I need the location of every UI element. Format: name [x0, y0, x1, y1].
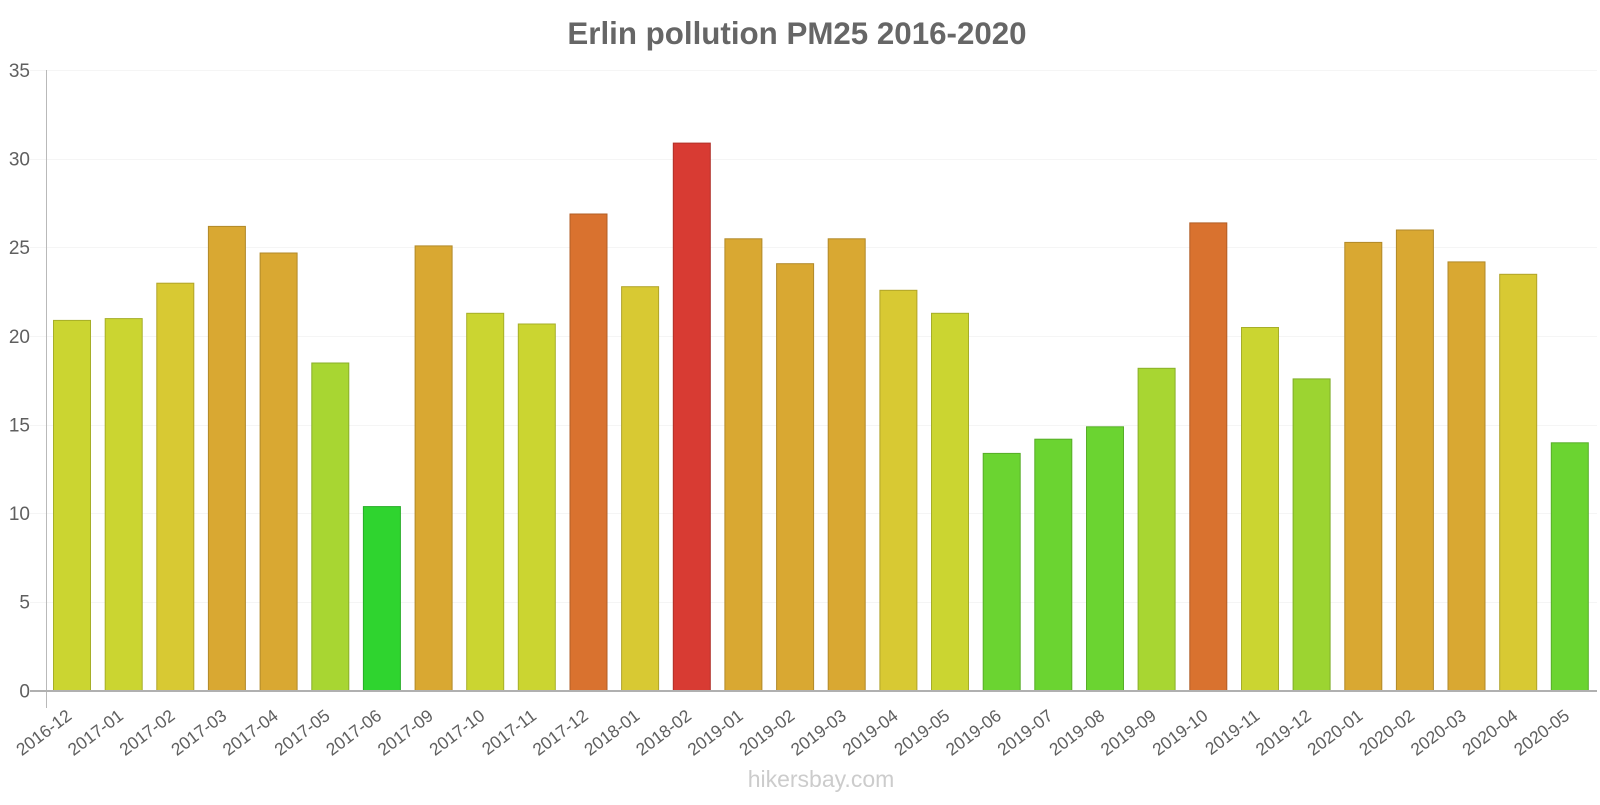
svg-text:20: 20: [9, 327, 30, 348]
svg-text:15: 15: [9, 415, 30, 436]
svg-text:5: 5: [19, 593, 30, 614]
svg-text:30: 30: [9, 150, 30, 171]
svg-text:hikersbay.com: hikersbay.com: [748, 766, 895, 792]
svg-text:Erlin pollution PM25 2016-2020: Erlin pollution PM25 2016-2020: [567, 16, 1026, 51]
svg-text:0: 0: [19, 681, 30, 702]
svg-text:10: 10: [9, 504, 30, 525]
svg-text:35: 35: [9, 61, 30, 82]
svg-text:25: 25: [9, 238, 30, 259]
